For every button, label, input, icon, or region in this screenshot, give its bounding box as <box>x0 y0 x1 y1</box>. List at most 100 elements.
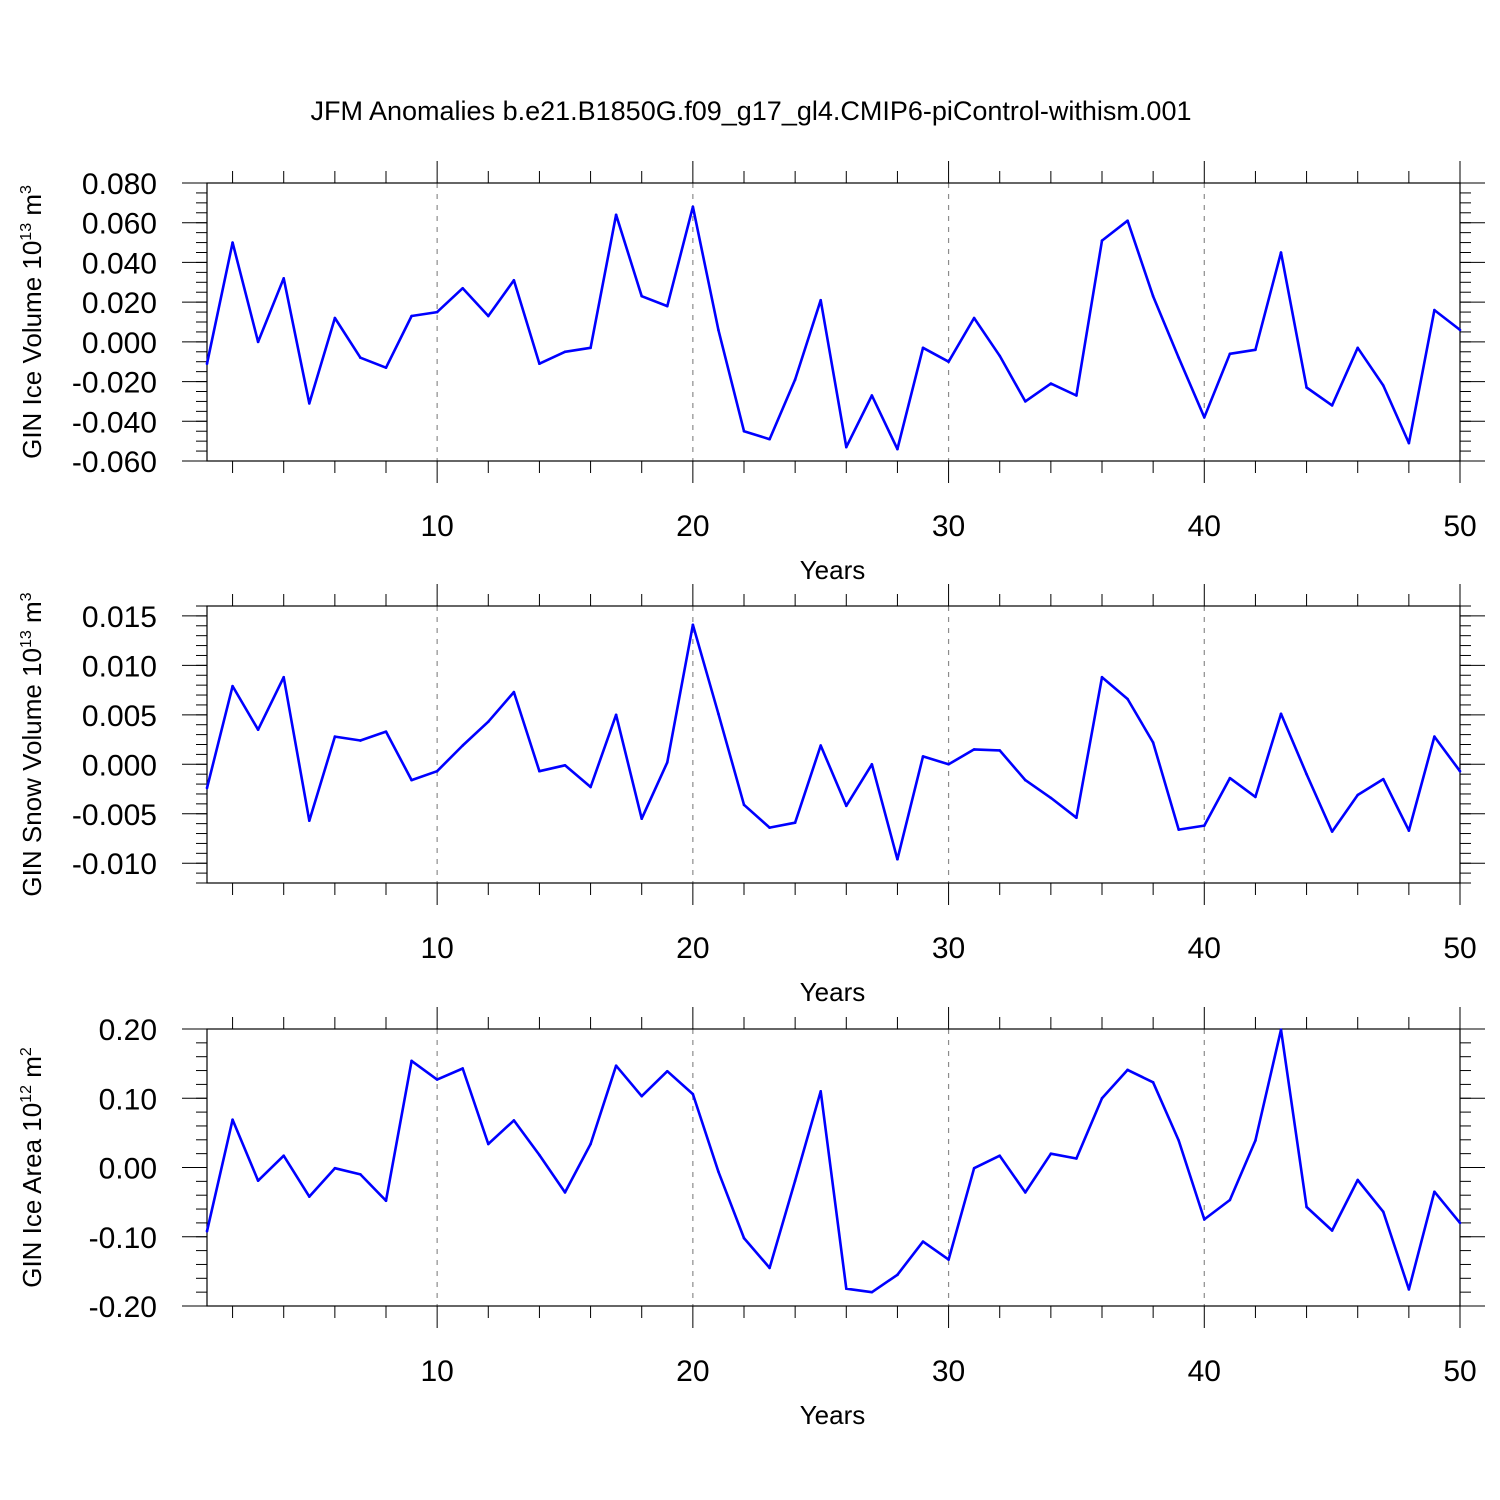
y-tick-label: -0.020 <box>72 367 157 400</box>
y-axis-label: GIN Ice Area 1012 m2 <box>17 1047 47 1288</box>
data-point <box>998 354 1002 358</box>
data-point <box>691 1092 695 1096</box>
data-point <box>1458 1221 1462 1225</box>
data-point <box>998 749 1002 752</box>
y-tick-label: -0.005 <box>72 799 157 832</box>
data-point <box>1023 1191 1027 1194</box>
data-point <box>1330 404 1334 407</box>
data-point <box>819 744 823 747</box>
data-point <box>921 1240 925 1243</box>
y-tick-label: 0.080 <box>82 168 157 201</box>
data-point <box>486 720 490 724</box>
data-point <box>256 728 260 731</box>
data-point <box>1151 1081 1155 1084</box>
y-tick-label: 0.020 <box>82 287 157 320</box>
y-tick-label: 0.060 <box>82 208 157 241</box>
data-point <box>665 761 669 764</box>
data-point <box>512 1119 516 1122</box>
data-point <box>563 350 567 354</box>
data-point <box>1151 294 1155 298</box>
data-point <box>896 1273 899 1277</box>
x-axis-label: Years <box>800 555 866 585</box>
data-point <box>896 447 899 451</box>
y-tick-label: 0.00 <box>99 1153 157 1186</box>
data-point <box>1177 356 1181 360</box>
data-point <box>1100 675 1104 679</box>
data-point <box>768 826 771 829</box>
data-point <box>768 1266 771 1270</box>
y-tick-label: -0.040 <box>72 406 157 439</box>
data-point <box>435 310 439 314</box>
chart-panel-1: -0.060 -0.040 -0.020 0.000 0.020 0.040 0.060 0.… <box>17 161 1485 585</box>
data-point <box>1254 795 1257 799</box>
data-point <box>486 314 490 318</box>
data-point <box>563 763 567 767</box>
data-point <box>998 1154 1002 1158</box>
data-point <box>461 744 465 747</box>
chart-panel-3: -0.20 -0.10 0.00 0.10 0.20 10 20 30 40 50 Years GIN… <box>17 1007 1485 1430</box>
data-point <box>461 286 465 290</box>
data-point <box>1407 1288 1411 1291</box>
y-tick-label: 0.000 <box>82 327 157 360</box>
data-point <box>1126 219 1129 223</box>
data-point <box>1202 824 1206 827</box>
y-tick-label: 0.015 <box>82 601 157 634</box>
panels: -0.060 -0.040 -0.020 0.000 0.020 0.040 0.060 0.… <box>17 161 1485 1430</box>
data-point <box>1407 441 1411 445</box>
data-point <box>921 346 925 350</box>
x-tick-label: 50 <box>1443 510 1476 543</box>
data-point <box>691 205 695 209</box>
data-point <box>1356 793 1360 797</box>
data-point <box>1381 384 1385 387</box>
data-point <box>947 360 950 364</box>
data-point <box>435 1078 439 1081</box>
data-point <box>205 1229 209 1233</box>
data-series-line <box>205 205 1461 451</box>
x-tick-label: 20 <box>676 1355 709 1388</box>
data-point <box>231 241 234 244</box>
data-point <box>282 675 286 679</box>
y-axis-label: GIN Snow Volume 1013 m3 <box>17 592 47 896</box>
data-point <box>1305 1205 1308 1209</box>
data-point <box>410 778 413 782</box>
data-point <box>359 739 362 742</box>
data-point <box>1254 348 1257 352</box>
x-tick-label: 50 <box>1443 932 1476 965</box>
data-point <box>1075 394 1078 397</box>
data-point <box>231 1118 234 1122</box>
data-point <box>538 1153 541 1157</box>
x-tick-label: 30 <box>932 510 965 543</box>
x-tick-label: 10 <box>420 510 453 543</box>
data-point <box>1075 816 1078 820</box>
data-point <box>538 362 541 366</box>
data-point <box>1433 735 1436 738</box>
data-point <box>589 1142 592 1146</box>
x-tick-label: 50 <box>1443 1355 1476 1388</box>
data-point <box>1381 1210 1385 1214</box>
x-tick-label: 20 <box>676 510 709 543</box>
data-point <box>538 769 541 773</box>
data-point <box>1356 346 1360 350</box>
data-point <box>256 1179 260 1182</box>
data-point <box>1330 1229 1334 1232</box>
chart-panel-2: -0.010 -0.005 0.000 0.005 0.010 0.015 10 20 30 40… <box>17 584 1485 1007</box>
data-point <box>1433 1190 1436 1194</box>
data-point <box>614 1064 618 1068</box>
data-series-line <box>205 1028 1462 1294</box>
data-point <box>512 690 516 694</box>
data-point <box>844 445 848 449</box>
data-point <box>870 1290 874 1294</box>
data-point <box>691 623 695 627</box>
data-point <box>1151 741 1155 744</box>
data-point <box>410 314 413 318</box>
data-point <box>1202 1218 1206 1221</box>
data-point <box>1279 712 1283 716</box>
data-point <box>512 279 516 282</box>
plot-frame <box>206 182 1461 462</box>
data-point <box>359 1173 362 1176</box>
data-point <box>384 366 388 369</box>
data-point <box>844 804 848 808</box>
data-point <box>1305 772 1308 776</box>
data-point <box>1228 776 1232 780</box>
data-point <box>1254 1139 1257 1142</box>
